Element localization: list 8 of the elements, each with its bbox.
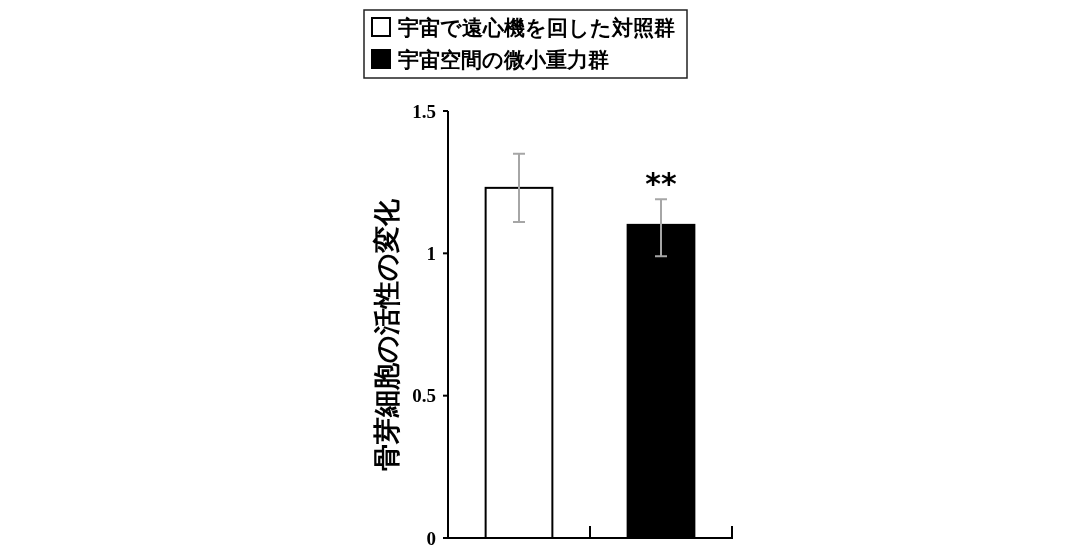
legend-label: 宇宙で遠心機を回した対照群 <box>398 15 675 40</box>
annotation: ** <box>645 165 677 201</box>
y-tick-label: 0 <box>426 527 436 549</box>
y-tick-label: 1.5 <box>412 100 436 122</box>
y-axis-title: 骨芽細胞の活性の変化 <box>371 197 402 471</box>
y-tick-label: 0.5 <box>412 385 436 407</box>
y-tick-label: 1 <box>426 242 436 264</box>
legend-label: 宇宙空間の微小重力群 <box>398 47 609 72</box>
